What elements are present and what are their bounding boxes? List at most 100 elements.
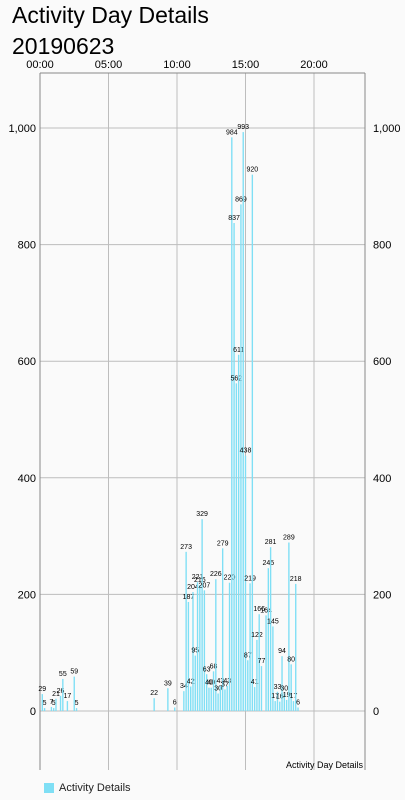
bar-value-label: 562 (231, 375, 243, 382)
bar (242, 132, 244, 711)
bar (249, 583, 251, 711)
bar (267, 568, 270, 711)
x-tick-label: 05:00 (95, 59, 123, 71)
bar-value-label: 273 (180, 544, 192, 551)
bar (50, 706, 53, 711)
bar-value-label: 43 (223, 678, 231, 685)
bar (183, 691, 185, 711)
bar-value-label: 279 (217, 540, 229, 547)
bar (247, 660, 249, 711)
bar-value-label: 39 (164, 680, 172, 687)
bar-value-label: 95 (191, 648, 199, 655)
bar (196, 582, 199, 711)
bar (53, 708, 55, 711)
bar (288, 542, 290, 711)
bar (253, 687, 256, 711)
bar-value-label: 30 (280, 686, 288, 693)
bar-value-label: 30 (214, 686, 222, 693)
bar-value-label: 33 (274, 684, 282, 691)
y-tick-label-right: 600 (373, 356, 391, 368)
bar-value-label: 17 (64, 693, 72, 700)
bar-value-label: 204 (187, 584, 199, 591)
bar-value-label: 21 (52, 691, 60, 698)
bar (75, 708, 78, 711)
x-tick-label: 20:00 (300, 59, 328, 71)
bar-value-label: 34 (180, 683, 188, 690)
bar-value-label: 245 (262, 560, 274, 567)
bar-value-label: 55 (59, 671, 67, 678)
y-tick-label-left: 400 (18, 473, 36, 485)
bar (290, 664, 292, 711)
bar-value-label: 226 (210, 571, 222, 578)
bar (235, 383, 238, 711)
bar (283, 693, 286, 711)
x-tick-label: 15:00 (232, 59, 260, 71)
bar-value-label: 37 (221, 681, 229, 688)
bar-value-label: 94 (278, 648, 286, 655)
bar-value-label: 41 (251, 679, 259, 686)
y-tick-label-left: 800 (18, 240, 36, 252)
bar-value-label: 5 (43, 700, 47, 707)
bar-value-label: 22 (150, 690, 158, 697)
bar-value-label: 40 (205, 680, 213, 687)
bar (215, 579, 217, 711)
bar (228, 582, 231, 711)
bar (285, 699, 288, 711)
bar-value-label: 26 (57, 688, 65, 695)
bar (190, 686, 192, 711)
bar-value-label: 43 (216, 678, 224, 685)
bar (233, 223, 235, 712)
bar-value-label: 6 (296, 700, 300, 707)
bar (224, 689, 226, 711)
y-tick-label-left: 0 (30, 706, 36, 718)
bar (272, 626, 274, 711)
bar (297, 707, 299, 711)
x-tick-label: 00:00 (26, 59, 54, 71)
y-tick-label-right: 800 (373, 240, 391, 252)
bar (260, 666, 263, 711)
bar (231, 137, 233, 711)
bar-value-label: 187 (183, 594, 195, 601)
bar (62, 678, 64, 711)
bar (210, 687, 212, 711)
bar (66, 701, 69, 711)
bar-value-label: 29 (38, 686, 46, 693)
bar (258, 614, 260, 711)
bar-value-label: 438 (240, 448, 252, 455)
bar (187, 601, 190, 711)
bar-value-label: 40 (207, 680, 215, 687)
bar-value-label: 68 (210, 663, 218, 670)
bar-value-label: 42 (187, 679, 195, 686)
chart-description: Activity Day Details (286, 760, 364, 770)
bar (281, 656, 283, 711)
bar (73, 676, 75, 711)
bar-value-label: 920 (247, 167, 259, 174)
bar-value-label: 611 (233, 347, 244, 354)
y-tick-label-right: 400 (373, 473, 391, 485)
bar (194, 655, 196, 711)
bar-value-label: 77 (258, 658, 266, 665)
bar (240, 204, 242, 712)
bar-value-label: 145 (267, 618, 279, 625)
bar (251, 174, 254, 711)
bar (55, 698, 57, 711)
bar (269, 547, 272, 711)
bar (201, 519, 203, 711)
bar-value-label: 80 (287, 656, 295, 663)
bar (153, 698, 155, 711)
bar-value-label: 289 (283, 535, 295, 542)
bar-value-label: 166 (253, 606, 265, 613)
bar (274, 701, 276, 711)
bar (212, 671, 215, 711)
bar-value-label: 207 (199, 582, 211, 589)
bar-value-label: 993 (237, 124, 249, 131)
bar-value-label: 984 (226, 129, 238, 136)
bar (59, 695, 62, 711)
bar (237, 354, 240, 711)
bar (244, 455, 247, 711)
bar-value-label: 218 (290, 576, 302, 583)
x-tick-label: 10:00 (163, 59, 191, 71)
bar-value-label: 5 (75, 700, 79, 707)
bar (292, 701, 295, 711)
bar (167, 688, 169, 711)
